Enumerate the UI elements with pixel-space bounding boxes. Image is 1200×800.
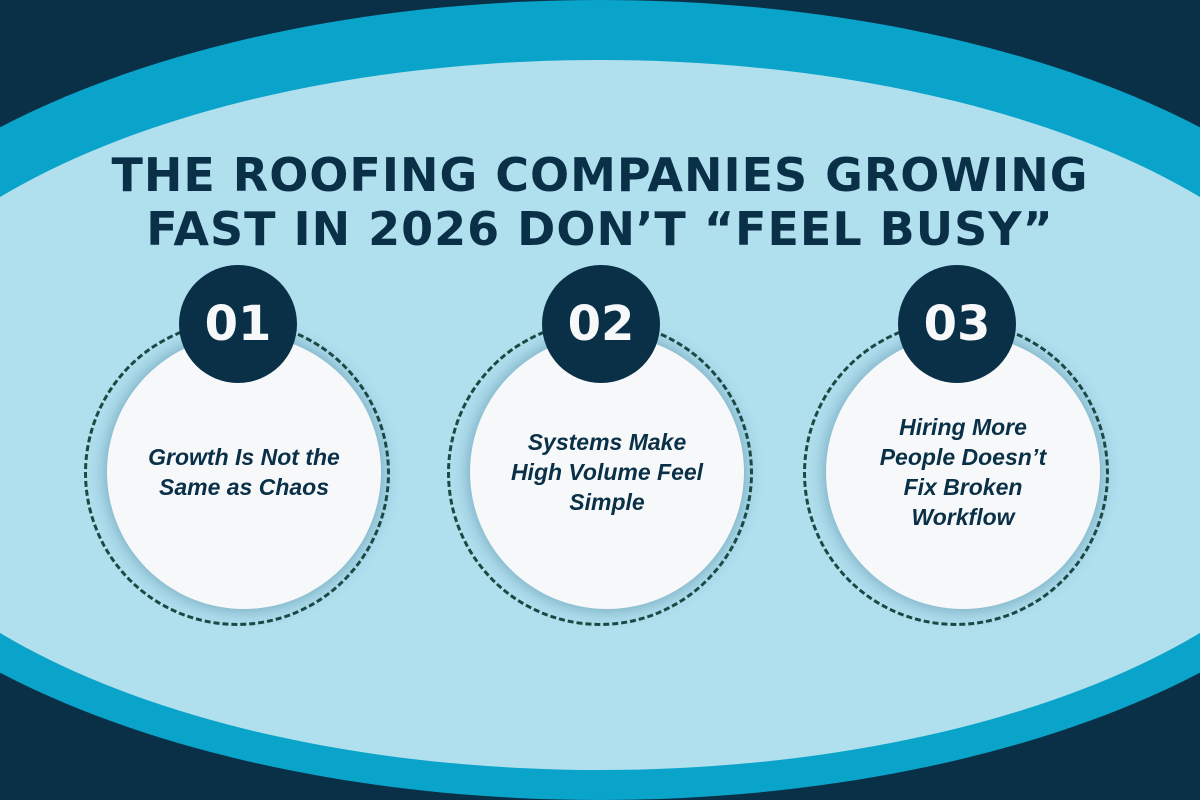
item-text: Systems Make High Volume Feel Simple [510,429,704,515]
number-badge: 01 [179,265,297,383]
item-2: Systems Make High Volume Feel Simple 02 [442,265,762,640]
item-text: Hiring More People Doesn’t Fix Broken Wo… [879,414,1047,530]
item-3: Hiring More People Doesn’t Fix Broken Wo… [798,265,1118,640]
number-badge: 03 [898,265,1016,383]
title-line-2: FAST IN 2026 DON’T “FEEL BUSY” [146,202,1054,256]
number-badge: 02 [542,265,660,383]
item-1: Growth Is Not the Same as Chaos 01 [79,265,399,640]
item-text: Growth Is Not the Same as Chaos [148,444,340,500]
page-title: THE ROOFING COMPANIES GROWING FAST IN 20… [0,148,1200,256]
title-line-1: THE ROOFING COMPANIES GROWING [111,148,1089,202]
